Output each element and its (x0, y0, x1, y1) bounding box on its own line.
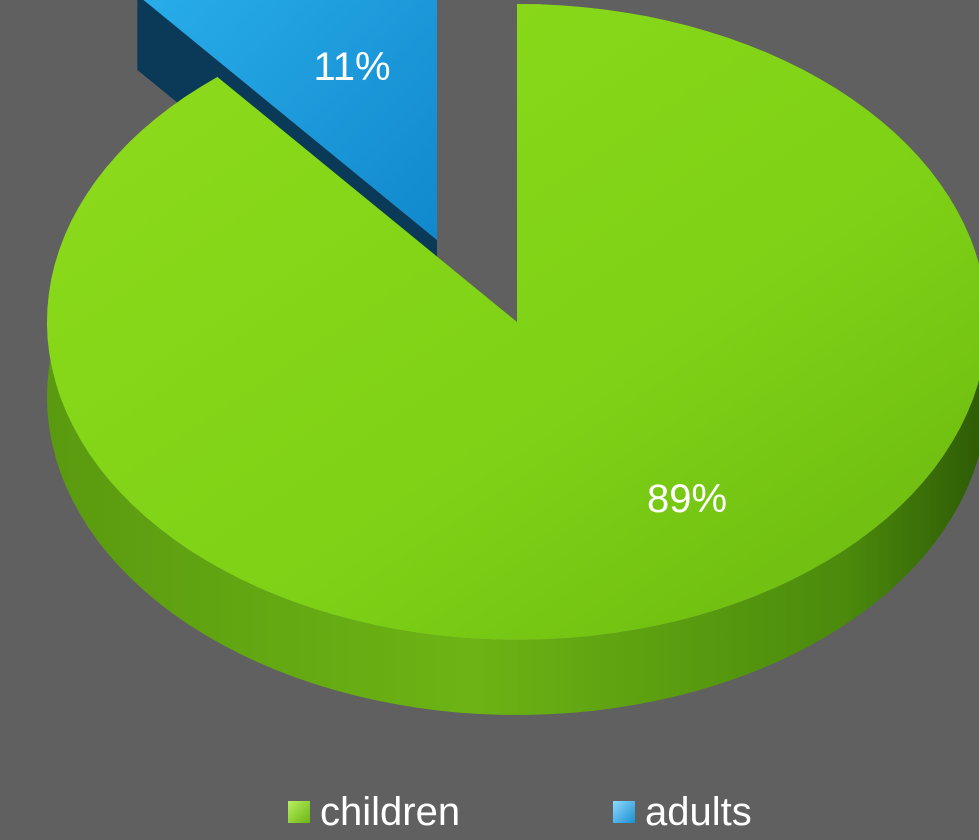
legend-swatch-adults (613, 801, 635, 823)
data-label-children: 89% (647, 477, 727, 521)
legend: children adults (0, 788, 979, 840)
pie-slice-children (47, 4, 979, 715)
data-label-adults: 11% (313, 45, 390, 89)
legend-swatch-children (288, 801, 310, 823)
pie-top-children (47, 4, 979, 640)
legend-item-adults: adults (613, 788, 752, 836)
legend-label-adults: adults (645, 790, 752, 834)
pie-top-adults (143, 0, 437, 240)
legend-item-children: children (288, 788, 460, 836)
legend-label-children: children (320, 790, 461, 834)
